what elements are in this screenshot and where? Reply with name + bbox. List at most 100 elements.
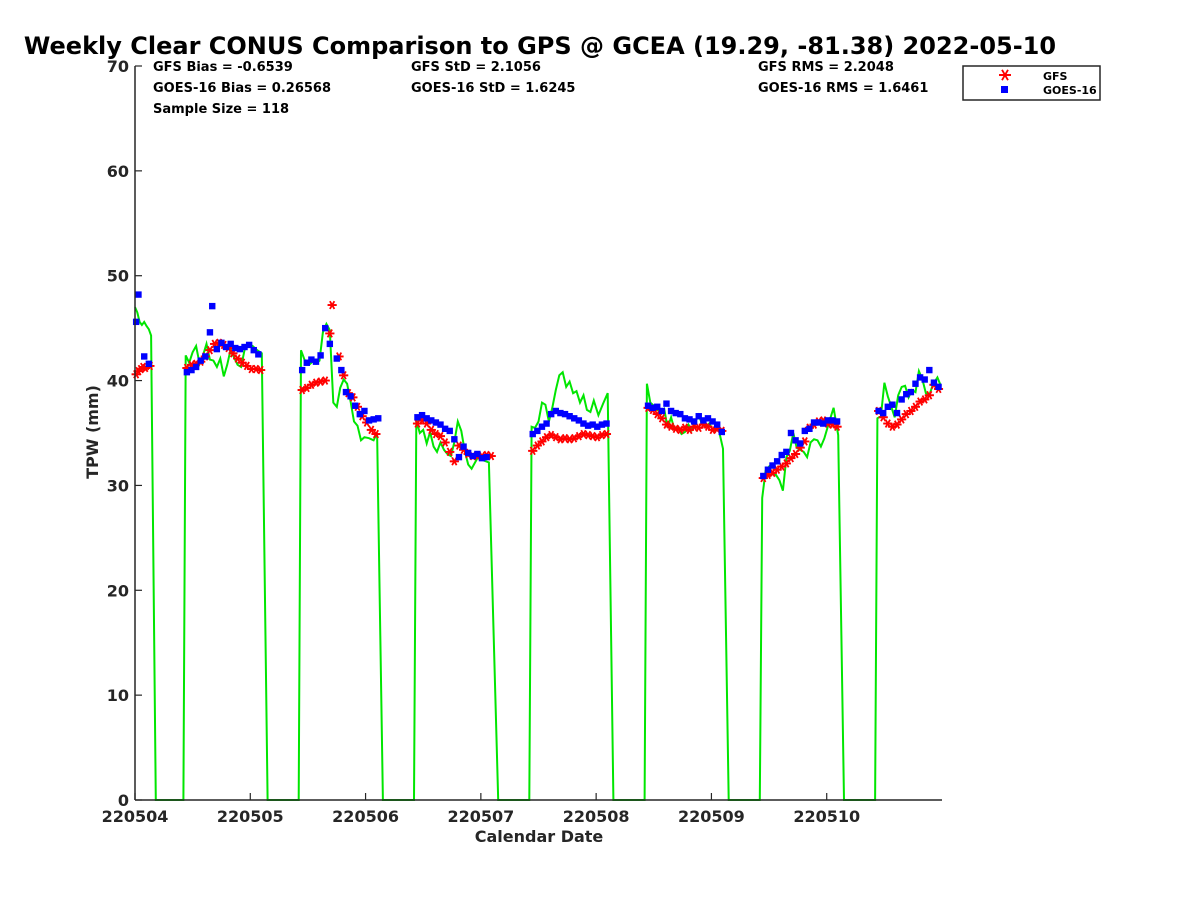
gfs-point [371,429,381,439]
gfs-point [445,447,455,457]
goes16-point [907,388,915,396]
goes16-point [916,374,924,381]
goes-rms-stat: GOES-16 RMS = 1.6461 [758,81,928,96]
goes16-point [654,403,661,410]
goes16-point [423,415,430,422]
gfs-point [657,413,667,423]
gfs-point [320,376,330,385]
goes16-point [815,419,822,426]
goes16-point [644,402,652,409]
goes16-point [375,415,382,422]
goes16-point [192,363,200,371]
goes16-point [603,420,610,427]
x-tick-label: 220508 [563,807,630,826]
goes16-point [145,360,153,367]
goes16-point [132,318,140,326]
goes16-point [428,417,435,424]
goes16-point [245,341,253,349]
y-tick-label: 40 [107,372,129,391]
goes16-point [347,393,354,400]
gfs-point [537,437,547,446]
goes16-point [663,400,670,407]
goes16-point [713,421,721,428]
goes16-point [594,423,601,430]
goes16-point [589,421,596,428]
gfs-point [327,300,337,310]
legend-goes-square-icon [1001,86,1008,93]
goes16-point [241,343,248,351]
goes16-point [232,344,239,352]
goes16-point [213,345,221,353]
goes16-point [135,291,142,298]
goes16-point [704,415,712,422]
goes16-point [538,423,546,430]
y-axis-label: TPW (mm) [83,385,102,479]
goes16-point [552,407,559,415]
goes16-point [575,417,583,424]
goes16-point [880,409,887,417]
goes16-point [432,419,440,426]
gfs-point [528,446,538,456]
goes16-point [584,422,592,429]
goes16-point [418,411,426,419]
goes16-point [898,396,905,403]
goes16-point [218,339,225,347]
legend-gfs-asterisk [999,69,1011,81]
goes16-point [926,366,933,374]
goes16-point [206,329,214,336]
goes16-point [308,356,315,363]
gfs-point [781,459,791,468]
goes16-point [806,425,813,433]
goes16-point [658,407,666,415]
goes16-point [437,421,444,428]
goes16-point [801,427,809,435]
x-tick-label: 220509 [678,807,745,826]
goes16-point [796,440,804,447]
legend-goes-label: GOES-16 [1043,84,1097,97]
plot-area [131,291,944,801]
goes16-point [889,401,896,408]
goes16-point [649,404,656,412]
y-tick-label: 70 [107,57,129,76]
goes16-point [893,409,901,417]
goes16-point [787,429,795,437]
goes16-point [474,450,481,458]
goes16-point [326,340,334,348]
goes16-point [667,407,675,415]
gfs-bias-stat: GFS Bias = -0.6539 [153,60,293,75]
goes16-point [884,403,892,410]
x-tick-label: 220504 [102,807,169,826]
goes16-point [561,410,569,418]
goes16-point [255,351,262,358]
x-tick-label: 220510 [793,807,860,826]
goes16-point [197,357,204,364]
goes16-point [778,451,785,459]
axes: 0 10 20 30 40 50 60 70 220504 220505 220506 220507… [102,57,942,826]
goes16-point [760,472,767,480]
goes16-point [351,402,359,409]
statistics-block: GFS Bias = -0.6539 GOES-16 Bias = 0.2656… [153,60,928,117]
goes-std-stat: GOES-16 StD = 1.6245 [411,81,575,96]
goes16-point [236,345,244,353]
goes16-point [365,417,373,424]
goes16-point [921,376,928,383]
goes16-point [769,462,776,469]
goes16-point [338,366,345,374]
goes16-point [690,418,698,425]
x-ticks: 220504 220505 220506 220507 220508 220509 2205… [102,793,860,826]
gfs-point [795,443,805,453]
legend-gfs-label: GFS [1043,70,1068,83]
goes16-point [455,453,463,461]
goes16-point [543,420,550,427]
gfs-point [897,415,907,424]
y-tick-label: 10 [107,686,129,705]
gfs-point [910,402,920,412]
goes16-point [209,302,216,310]
goes16-point [566,413,573,420]
goes16-point [709,418,716,425]
goes16-point [464,449,472,457]
x-tick-label: 220506 [332,807,399,826]
goes16-point [529,430,536,438]
gfs-point [892,420,902,429]
goes16-point [783,448,790,456]
